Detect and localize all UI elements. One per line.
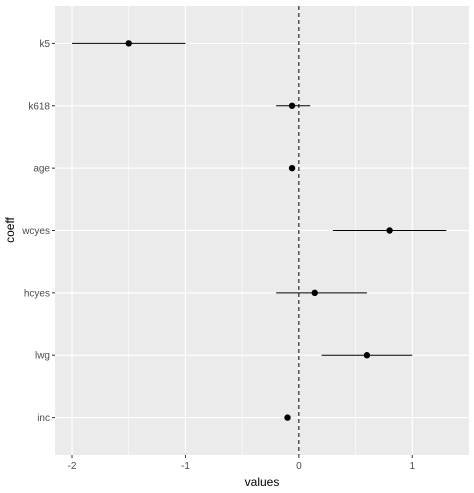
data-point bbox=[284, 414, 291, 421]
y-axis-ticks: k5 k618 age wcyes hcyes lwg inc bbox=[21, 39, 55, 424]
data-point bbox=[363, 352, 371, 359]
y-tick-label: hcyes bbox=[24, 288, 50, 299]
y-tick-label: k618 bbox=[28, 101, 50, 112]
data-point bbox=[311, 289, 318, 297]
y-tick-label: inc bbox=[37, 413, 50, 424]
data-marks bbox=[72, 40, 447, 421]
data-point bbox=[288, 102, 296, 109]
x-tick-label: -2 bbox=[68, 461, 77, 472]
data-point bbox=[125, 40, 132, 47]
y-tick-label: k5 bbox=[39, 39, 50, 50]
y-axis-title: coeff bbox=[3, 216, 17, 242]
x-axis-ticks: -2 -1 0 1 bbox=[68, 455, 416, 472]
x-tick-label: -1 bbox=[181, 461, 190, 472]
y-tick-label: age bbox=[33, 164, 50, 175]
data-point bbox=[288, 164, 296, 172]
x-tick-label: 0 bbox=[296, 461, 302, 472]
x-tick-label: 1 bbox=[410, 461, 416, 472]
y-tick-label: lwg bbox=[35, 351, 50, 362]
y-tick-label: wcyes bbox=[21, 226, 50, 237]
data-point bbox=[386, 227, 393, 234]
x-axis-title: values bbox=[245, 475, 280, 489]
